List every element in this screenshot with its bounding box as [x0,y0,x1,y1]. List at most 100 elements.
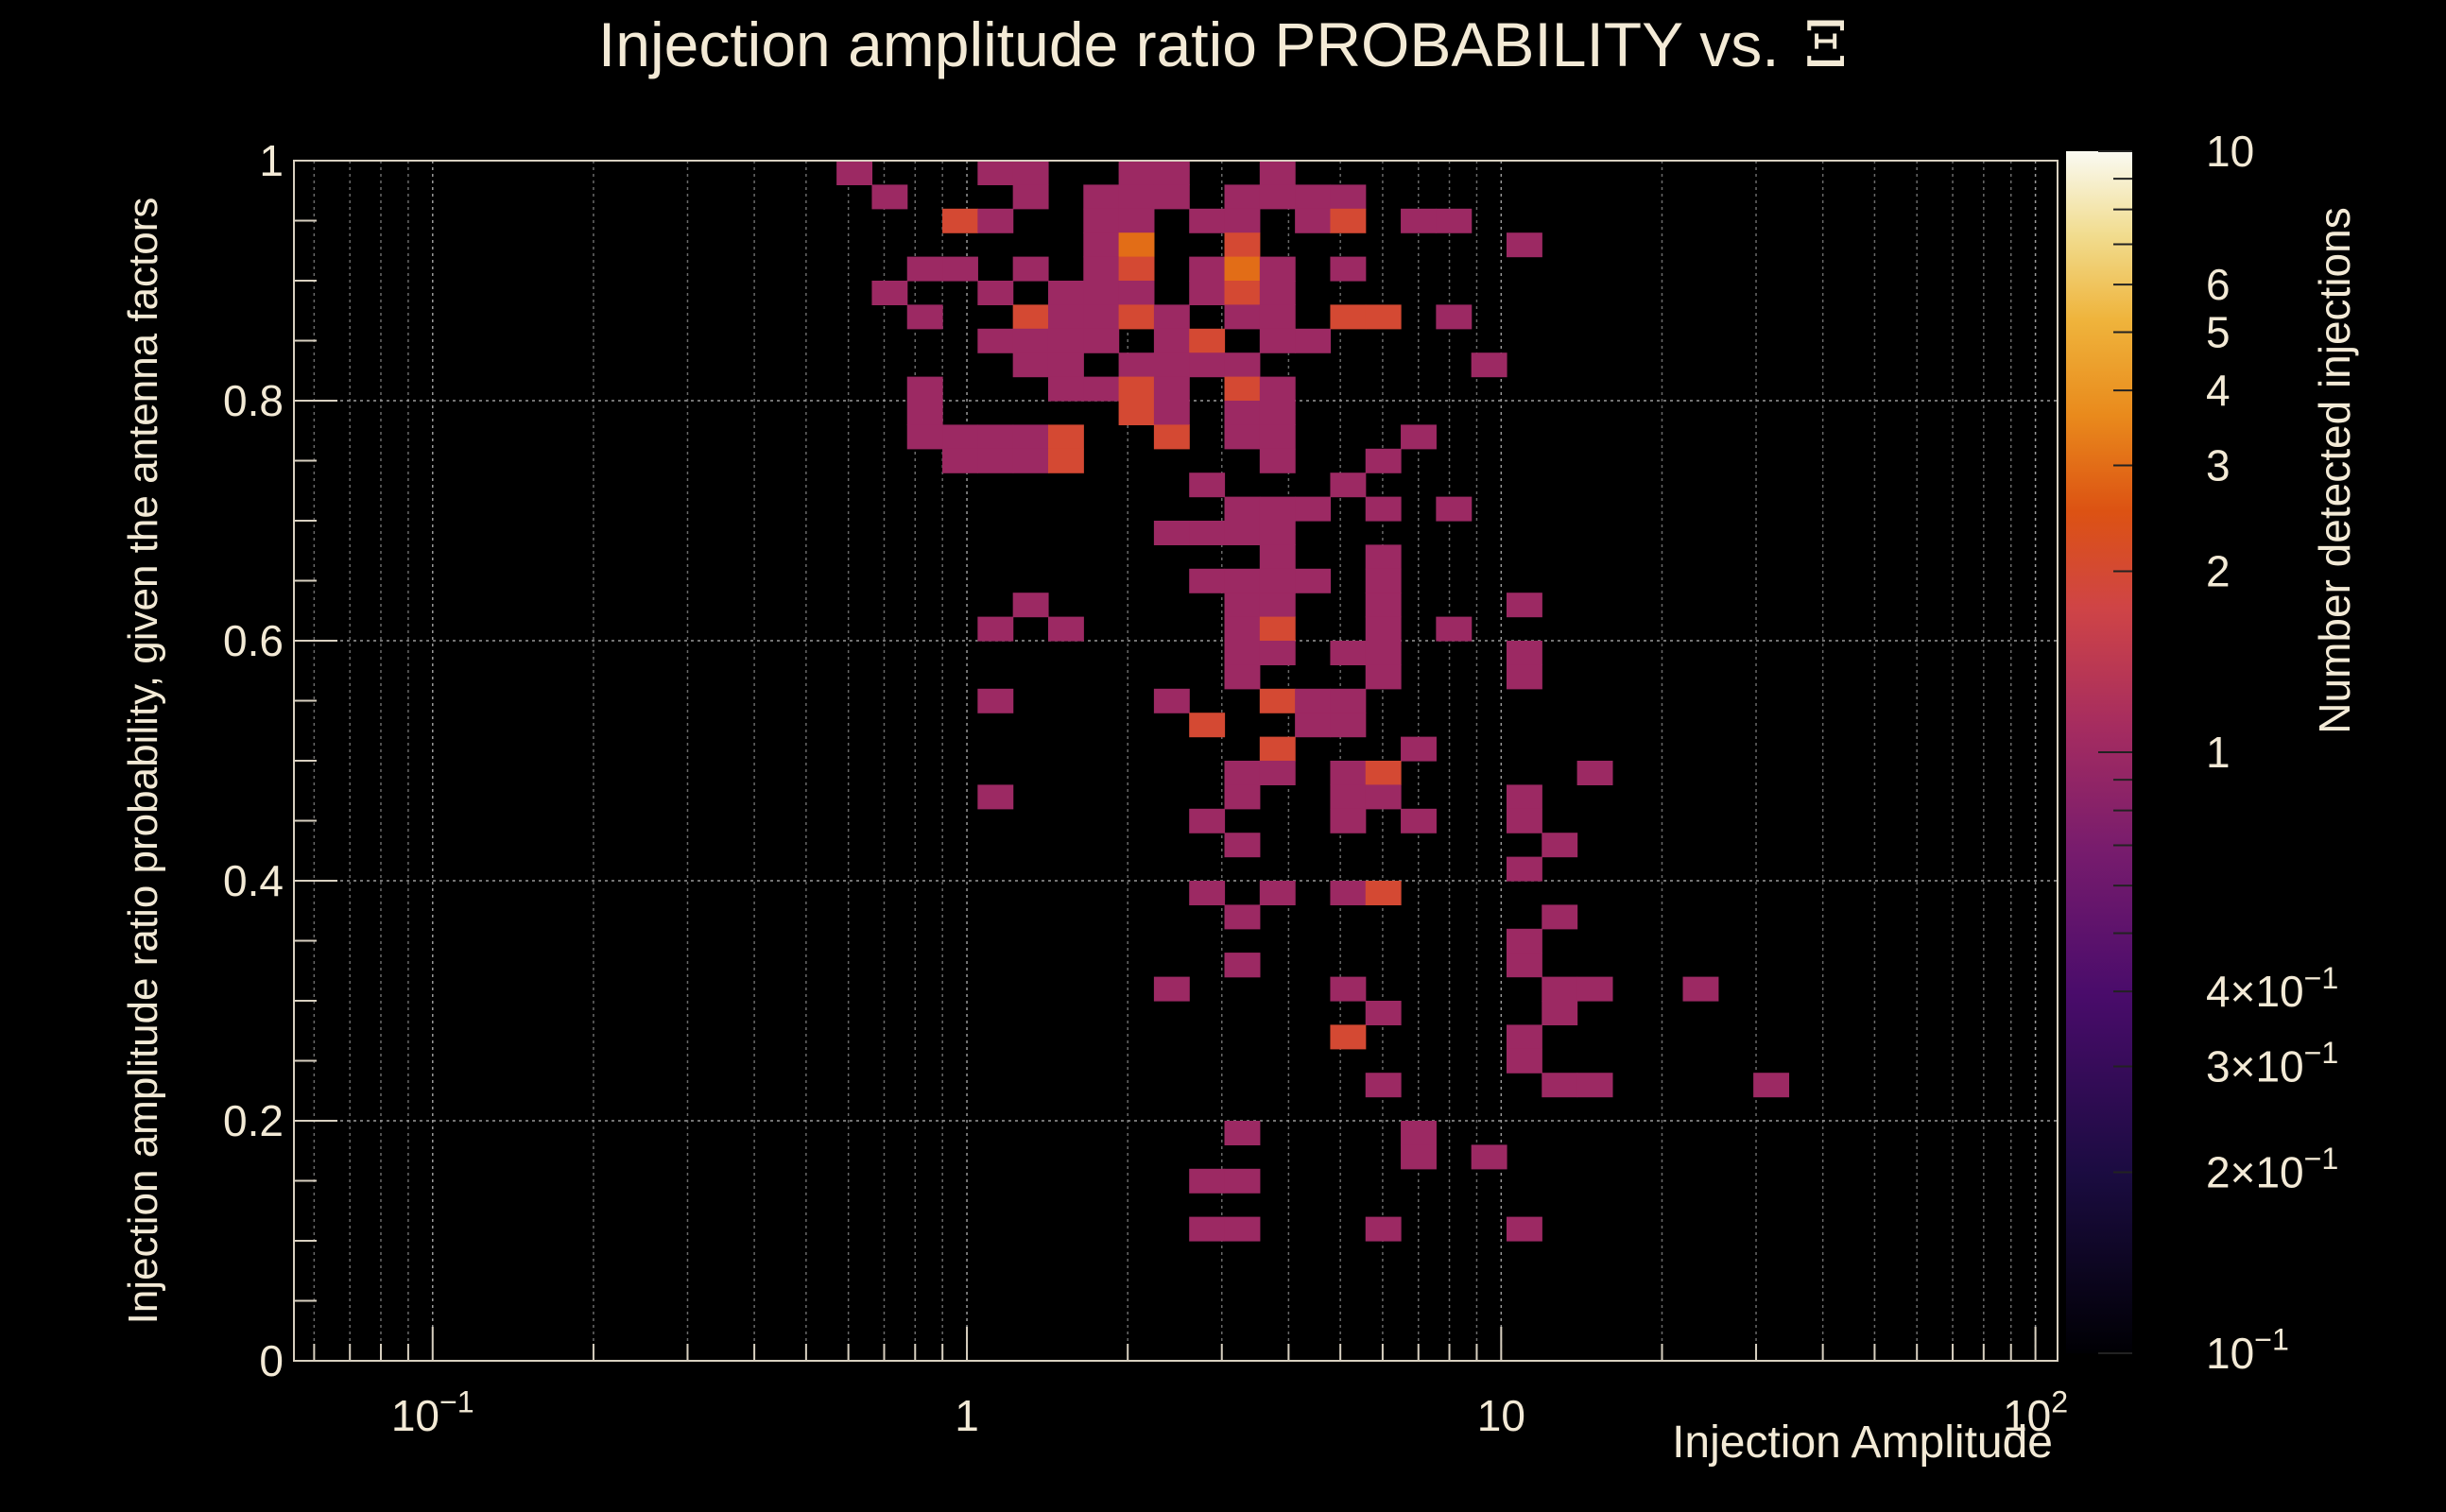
colorbar-tick-label: 2 [2206,547,2231,596]
y-tick-label: 0.2 [223,1096,284,1145]
heatmap-cell [1224,1168,1261,1194]
heatmap-cell [1295,208,1332,233]
heatmap-cell [1576,1073,1613,1098]
colorbar-tick-label: 4×10−1 [2206,961,2338,1016]
heatmap-cell [1224,352,1261,378]
y-tick-label: 1 [259,136,284,185]
heatmap-cell [1118,352,1155,378]
heatmap-cell [1330,184,1367,210]
heatmap-cell [1189,472,1226,498]
y-axis-label: Injection amplitude ratio probability, g… [120,198,166,1325]
colorbar-tick-label: 6 [2206,260,2231,309]
heatmap-cell [1259,376,1296,402]
heatmap-cell [1542,976,1578,1002]
y-tick-label: 0.4 [223,856,284,905]
heatmap-cell [1224,184,1261,210]
heatmap-cell [1047,352,1084,378]
y-tick-label: 0.6 [223,616,284,665]
heatmap-cell [1012,184,1049,210]
heatmap-cell [1047,304,1084,330]
heatmap-cell [1118,184,1155,210]
heatmap-cell [1259,281,1296,305]
heatmap-cell [1118,208,1155,233]
heatmap-cell [1259,496,1296,522]
x-tick-label: 10−1 [391,1385,474,1440]
heatmap-cell [1365,881,1402,905]
heatmap-cell [977,328,1014,353]
heatmap-cell [977,424,1014,450]
heatmap-cell [1753,1073,1790,1098]
heatmap-cell [942,256,978,282]
heatmap-cell [1153,328,1190,353]
heatmap-cell [1224,401,1261,425]
heatmap-cell [1365,784,1402,810]
heatmap-cell [1189,808,1226,833]
heatmap-cell [1259,184,1296,210]
heatmap-cell [1506,1024,1542,1050]
heatmap-cell [1436,304,1473,330]
heatmap-cell [1224,593,1261,618]
heatmap-cell [1224,304,1261,330]
heatmap-cell [1295,713,1332,738]
heatmap-cell [1118,304,1155,330]
heatmap-cell [1189,328,1226,353]
heatmap-cell [1224,208,1261,233]
heatmap-cell [1047,328,1084,353]
heatmap-cell [1576,976,1613,1002]
heatmap-cell [1259,544,1296,570]
heatmap-cell [1118,256,1155,282]
heatmap-cell [1012,448,1049,473]
y-tick-label: 0 [259,1336,284,1385]
heatmap-cell [1365,496,1402,522]
heatmap-cell [1259,688,1296,713]
heatmap-cell [1083,232,1120,258]
heatmap-cell [1259,641,1296,665]
x-axis-ticks: 10−1 1 10 102 [313,1327,2068,1440]
heatmap-cell [1153,521,1190,545]
heatmap-cell [1224,904,1261,930]
heatmap-cell [942,208,978,233]
heatmap-cell [1506,232,1542,258]
heatmap-cell [1330,472,1367,498]
heatmap-cells [836,161,1790,1242]
heatmap-cell [1259,736,1296,762]
heatmap-cell [906,256,943,282]
heatmap-cell [1330,688,1367,713]
heatmap-cell [1118,161,1155,185]
heatmap-cell [942,448,978,473]
heatmap-cell [1542,833,1578,858]
colorbar-tick-label: 3 [2206,441,2231,490]
heatmap-cell [1365,761,1402,785]
heatmap-cell [1012,328,1049,353]
heatmap-cell [906,304,943,330]
heatmap-cell [1506,953,1542,978]
colorbar-tick-label: 3×10−1 [2206,1036,2338,1091]
heatmap-cell [1153,376,1190,402]
heatmap-cell [1012,352,1049,378]
heatmap-cell [1224,1121,1261,1145]
heatmap-cell [1259,328,1296,353]
heatmap-cell [1330,1024,1367,1050]
heatmap-cell [1083,184,1120,210]
heatmap-cell [1189,281,1226,305]
heatmap-cell [1012,424,1049,450]
heatmap-cell [1259,424,1296,450]
heatmap-cell [871,184,908,210]
x-tick-label: 102 [2003,1385,2068,1440]
heatmap-cell [1506,928,1542,954]
colorbar-tick-label: 2×10−1 [2206,1142,2338,1196]
heatmap-cell [1401,1121,1437,1145]
heatmap-cell [1189,352,1226,378]
heatmap-cell [1224,616,1261,642]
heatmap-cell [906,376,943,402]
heatmap-cell [1047,616,1084,642]
heatmap-cell [1189,1216,1226,1242]
heatmap-cell [1259,401,1296,425]
heatmap-cell [1189,208,1226,233]
heatmap-cell [1153,161,1190,185]
heatmap-cell [1365,664,1402,690]
heatmap-cell [1118,401,1155,425]
heatmap-cell [1365,1216,1402,1242]
heatmap-cell [1189,256,1226,282]
heatmap-cell [1259,761,1296,785]
